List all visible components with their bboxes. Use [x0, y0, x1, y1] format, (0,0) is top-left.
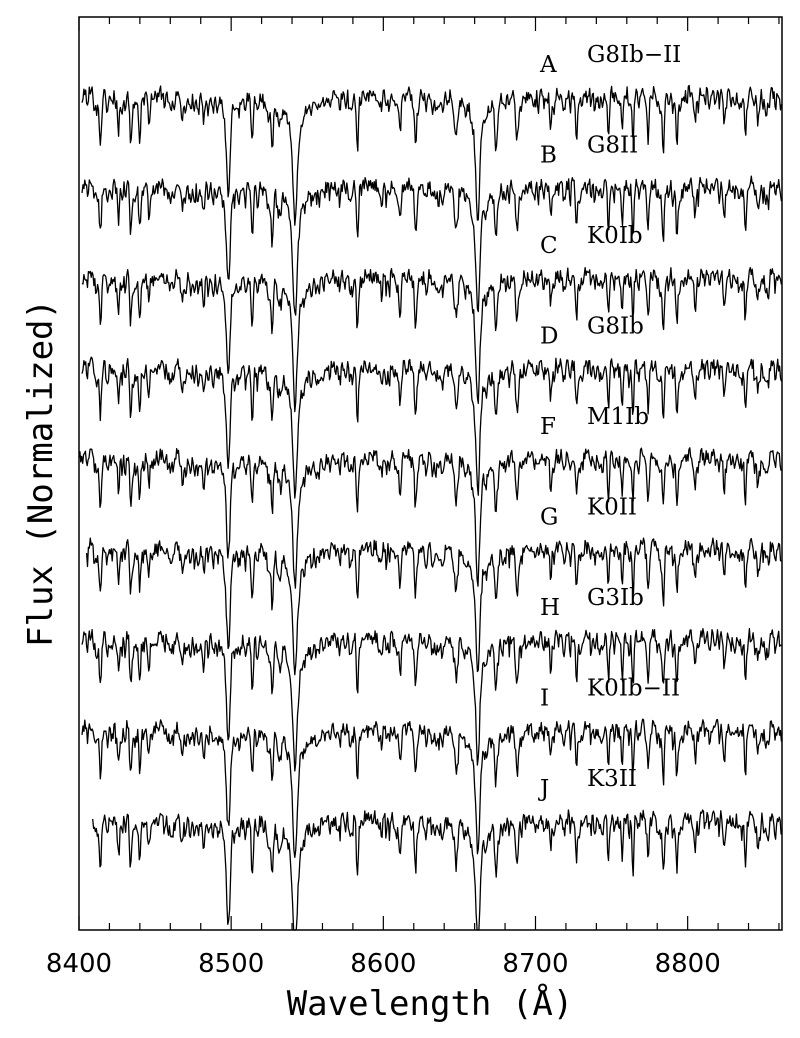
spectral-type-label: K3II: [587, 766, 637, 792]
spectrum-line-j: [92, 809, 782, 931]
x-tick-label: 8800: [655, 949, 721, 979]
star-letter: B: [540, 143, 557, 169]
star-letter: I: [540, 686, 549, 712]
star-labels: A G8Ib−II B G8II C K0Ib D G8Ib F M1Ib G K0II H G3Ib I K…: [538, 42, 681, 802]
spectrum-line-g: [85, 537, 782, 676]
spectral-type-label: G8II: [587, 133, 638, 159]
spectrum-line-h: [81, 628, 782, 772]
spectrum-line-i: [81, 718, 783, 859]
spectrum-line-f: [78, 447, 782, 589]
x-axis-tick-labels: 8400 8500 8600 8700 8800: [46, 949, 721, 979]
spectral-type-label: G3Ib: [587, 585, 644, 611]
spectral-type-label: M1Ib: [587, 404, 649, 430]
star-letter: G: [540, 505, 558, 531]
x-axis-title: Wavelength (Å): [287, 983, 574, 1024]
x-tick-label: 8400: [46, 949, 112, 979]
star-letter: F: [540, 414, 556, 440]
star-letter: H: [540, 595, 560, 621]
spectral-type-label: K0Ib: [587, 223, 643, 249]
spectral-type-label: G8Ib: [587, 314, 644, 340]
x-tick-label: 8700: [502, 949, 568, 979]
spectrum-line-c: [81, 266, 783, 413]
plot-frame: [78, 16, 783, 931]
spectra-group: [78, 84, 783, 931]
star-letter: A: [539, 52, 557, 78]
x-axis-ticks: [78, 17, 780, 930]
star-letter: C: [540, 233, 558, 259]
spectrum-line-b: [81, 175, 783, 316]
y-axis-title: Flux (Normalized): [21, 299, 61, 647]
spectral-type-label: G8Ib−II: [587, 42, 681, 68]
spectrum-line-a: [81, 84, 783, 226]
spectrum-line-d: [81, 356, 783, 499]
spectral-type-label: K0Ib−II: [587, 676, 680, 702]
x-tick-label: 8600: [350, 949, 416, 979]
spectral-type-label: K0II: [587, 495, 637, 521]
x-tick-label: 8500: [198, 949, 264, 979]
star-letter: J: [538, 776, 549, 802]
star-letter: D: [540, 324, 558, 350]
